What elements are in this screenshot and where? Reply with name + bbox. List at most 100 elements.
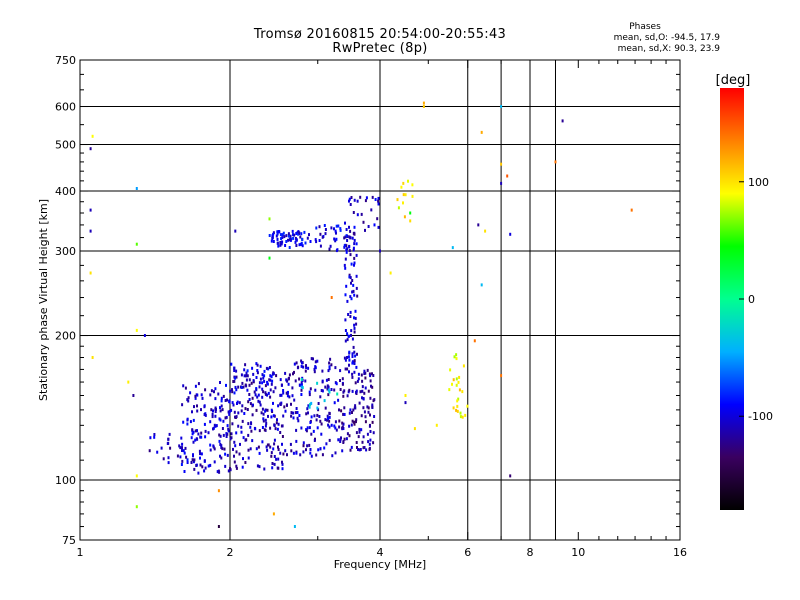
echo-point [367, 225, 370, 228]
echo-point [301, 386, 304, 390]
echo-point [317, 408, 320, 412]
echo-point [362, 220, 365, 224]
echo-point [348, 245, 351, 249]
echo-point [409, 219, 412, 223]
echo-point [334, 239, 337, 243]
echo-point [353, 420, 355, 424]
echo-point [290, 402, 292, 406]
echo-point [451, 382, 453, 386]
echo-point [247, 422, 250, 426]
echo-point [259, 377, 262, 381]
echo-point [349, 253, 352, 257]
echo-point [404, 401, 407, 405]
echo-point [506, 174, 509, 178]
echo-point [480, 283, 483, 287]
echo-point [343, 406, 346, 410]
echo-point [242, 436, 245, 440]
echo-point [349, 310, 352, 314]
echo-point [314, 365, 317, 369]
echo-point [204, 466, 207, 470]
echo-point [279, 431, 282, 434]
x-tick-label: 1 [77, 546, 84, 559]
echo-point [186, 417, 189, 421]
echo-point [235, 375, 238, 379]
echo-point [264, 424, 267, 428]
echo-point [212, 409, 214, 413]
echo-point [348, 411, 351, 415]
echo-point [316, 426, 319, 430]
echo-point [500, 181, 503, 185]
echo-point [500, 105, 503, 108]
echo-point [360, 414, 363, 418]
echo-point [351, 375, 354, 379]
echo-point [345, 284, 348, 288]
echo-point [185, 455, 188, 459]
echo-point [255, 447, 258, 451]
echo-point [256, 371, 259, 375]
echo-point [348, 424, 351, 428]
chart-title: Tromsø 20160815 20:54:00-20:55:43 [253, 27, 507, 42]
echo-point [369, 379, 372, 383]
echo-point [232, 447, 234, 451]
echo-point [269, 388, 272, 392]
echo-point [213, 390, 215, 394]
echo-point [326, 414, 329, 418]
echo-point [203, 469, 206, 473]
echo-point [250, 422, 253, 426]
echo-point [241, 465, 244, 469]
echo-point [455, 408, 458, 412]
echo-point [361, 389, 364, 393]
echo-point [323, 399, 326, 403]
echo-point [299, 235, 302, 239]
echo-point [365, 448, 368, 452]
echo-point [457, 397, 460, 401]
echo-point [304, 241, 307, 245]
echo-point [340, 409, 343, 413]
echo-point [287, 238, 289, 242]
echo-point [251, 413, 254, 417]
echo-point [353, 263, 355, 267]
echo-point [295, 407, 298, 410]
echo-point [167, 461, 170, 465]
echo-point [315, 453, 318, 457]
echo-point [348, 275, 351, 279]
echo-point [241, 419, 244, 423]
echo-point [282, 414, 285, 418]
echo-point [456, 399, 459, 403]
echo-point [348, 199, 350, 203]
echo-point [371, 405, 374, 409]
echo-point [371, 420, 374, 424]
echo-point [235, 431, 238, 435]
echo-point [295, 439, 298, 443]
echo-point [162, 457, 165, 461]
echo-point [313, 414, 316, 418]
echo-point [355, 365, 358, 369]
echo-point [296, 416, 299, 420]
echo-point [353, 350, 356, 354]
echo-point [222, 394, 225, 398]
echo-point [226, 398, 228, 402]
echo-point [277, 244, 280, 248]
echo-point [351, 355, 354, 358]
echo-point [197, 382, 200, 386]
echo-point [259, 403, 262, 407]
echo-point [325, 378, 328, 382]
echo-point [230, 408, 233, 412]
echo-point [329, 244, 332, 248]
echo-point [303, 230, 306, 234]
echo-point [315, 240, 318, 244]
echo-point [295, 451, 298, 455]
echo-point [220, 456, 223, 460]
echo-point [306, 407, 309, 411]
echo-point [349, 295, 352, 299]
echo-point [319, 419, 322, 423]
echo-point [281, 462, 284, 466]
echo-point [422, 105, 425, 108]
echo-point [344, 235, 347, 239]
echo-point [300, 378, 303, 381]
echo-point [346, 367, 349, 371]
echo-point [274, 427, 277, 431]
echo-point [251, 366, 254, 370]
echo-point [354, 354, 357, 358]
echo-point [269, 374, 272, 378]
